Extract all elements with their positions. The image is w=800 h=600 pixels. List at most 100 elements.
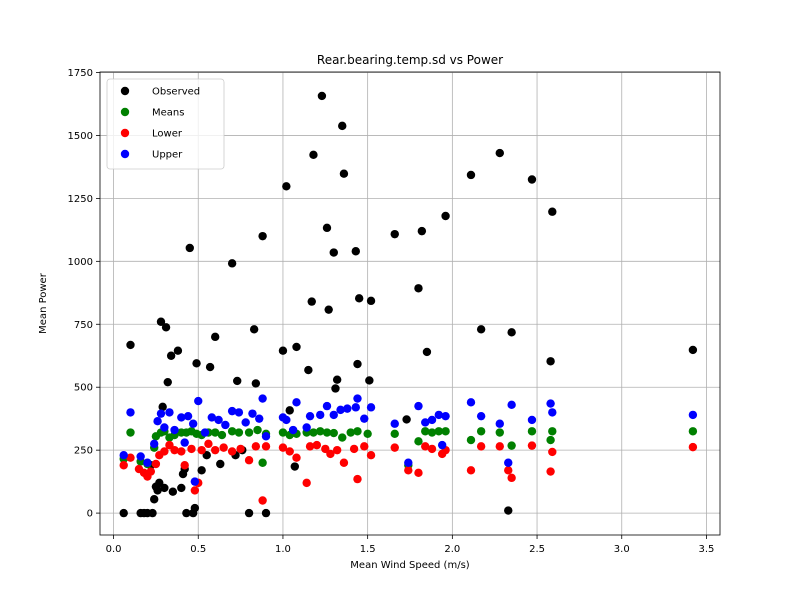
lower-point xyxy=(507,473,516,483)
upper-point xyxy=(366,403,376,412)
lower-point xyxy=(258,496,267,505)
lower-point xyxy=(190,486,200,495)
observed-point xyxy=(339,169,349,178)
chart-title: Rear.bearing.temp.sd vs Power xyxy=(317,53,503,67)
legend-entry-upper: Upper xyxy=(120,149,183,161)
observed-point xyxy=(251,379,261,388)
upper-point xyxy=(441,411,450,421)
means-point xyxy=(126,428,135,437)
upper-point xyxy=(188,419,198,428)
lower-point xyxy=(146,467,156,476)
upper-point xyxy=(136,452,145,461)
observed-point xyxy=(688,345,698,355)
upper-point xyxy=(288,425,298,435)
observed-point xyxy=(185,243,194,253)
upper-point xyxy=(351,403,360,412)
lower-point xyxy=(504,466,513,475)
lower-point xyxy=(688,442,698,452)
upper-point xyxy=(504,458,513,467)
lower-point xyxy=(285,447,294,456)
upper-point xyxy=(221,420,230,430)
upper-point xyxy=(414,401,423,411)
observed-point xyxy=(258,231,267,241)
upper-point xyxy=(360,414,369,423)
observed-point xyxy=(309,150,318,160)
plot-points xyxy=(119,91,698,518)
upper-point xyxy=(329,410,338,420)
x-tick-label: 0.5 xyxy=(190,544,206,555)
observed-point xyxy=(351,247,360,256)
observed-point xyxy=(205,362,215,372)
legend-label-means: Means xyxy=(152,108,184,119)
lower-point xyxy=(219,443,228,452)
x-tick-label: 2.5 xyxy=(529,544,545,555)
lower-point xyxy=(302,478,311,488)
lower-point xyxy=(527,441,537,450)
legend-marker-means xyxy=(120,107,130,117)
means-point xyxy=(253,425,262,435)
means-point xyxy=(210,428,220,437)
lower-point xyxy=(197,445,206,455)
upper-point xyxy=(183,411,193,421)
means-point xyxy=(421,427,430,436)
observed-point xyxy=(322,223,332,233)
upper-point xyxy=(160,423,169,432)
lower-point xyxy=(261,442,271,451)
upper-point xyxy=(353,394,362,403)
means-point xyxy=(414,437,423,446)
observed-point xyxy=(304,365,313,375)
lower-point xyxy=(292,453,301,462)
upper-point xyxy=(292,398,301,407)
upper-point xyxy=(305,411,315,421)
lower-point xyxy=(353,474,362,484)
means-point xyxy=(363,429,372,438)
upper-point xyxy=(150,439,159,449)
lower-point xyxy=(244,456,254,465)
lower-point xyxy=(546,467,555,476)
upper-point xyxy=(200,428,210,437)
x-tick-label: 0.0 xyxy=(106,544,122,555)
upper-point xyxy=(507,400,516,410)
legend-marker-observed xyxy=(120,86,130,96)
observed-point xyxy=(292,342,301,352)
upper-point xyxy=(227,406,237,416)
y-axis-label: Mean Power xyxy=(38,272,49,334)
observed-point xyxy=(282,182,291,191)
observed-point xyxy=(197,466,206,475)
observed-point xyxy=(249,325,259,334)
lower-point xyxy=(548,447,557,457)
legend-entry-observed: Observed xyxy=(120,86,200,98)
upper-point xyxy=(434,410,443,420)
means-point xyxy=(353,427,362,436)
observed-point xyxy=(317,91,327,101)
lower-point xyxy=(339,458,349,467)
observed-point xyxy=(182,508,191,518)
legend-label-lower: Lower xyxy=(152,129,183,140)
observed-point xyxy=(466,170,476,180)
means-point xyxy=(390,429,399,438)
x-tick-label: 1.5 xyxy=(360,544,376,555)
lower-point xyxy=(390,443,399,452)
lower-point xyxy=(476,442,486,451)
upper-point xyxy=(302,423,311,432)
upper-point xyxy=(527,415,537,425)
observed-point xyxy=(504,506,513,515)
lower-point xyxy=(427,444,437,454)
lower-point xyxy=(119,461,128,470)
legend-marker-upper xyxy=(120,149,130,159)
upper-point xyxy=(404,458,413,467)
x-tick-label: 1.0 xyxy=(275,544,291,555)
means-point xyxy=(427,428,437,437)
observed-point xyxy=(126,340,135,350)
upper-point xyxy=(165,408,174,417)
y-tick-label: 1250 xyxy=(68,194,93,205)
upper-point xyxy=(177,413,186,422)
upper-point xyxy=(688,410,698,420)
x-tick-label: 2.0 xyxy=(444,544,460,555)
observed-point xyxy=(331,384,340,393)
observed-point xyxy=(233,376,242,386)
lower-point xyxy=(326,449,335,459)
observed-point xyxy=(365,376,374,385)
lower-point xyxy=(126,453,135,462)
